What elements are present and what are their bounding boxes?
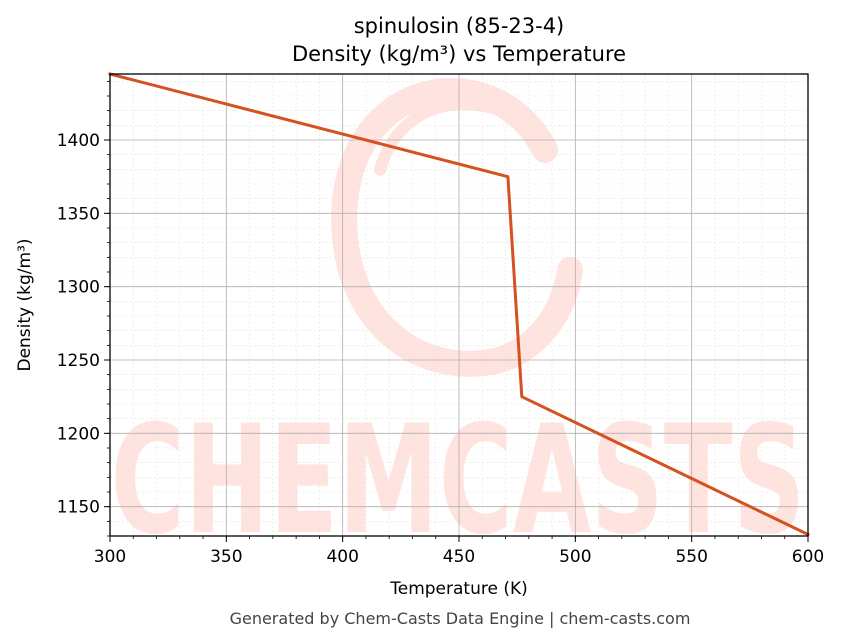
x-tick-label: 500 [559,547,591,567]
y-tick-labels: 1150 1200 1250 1300 1350 1400 [57,131,100,518]
x-tick-label: 450 [443,547,475,567]
y-tick-label: 1400 [57,131,100,151]
x-tick-labels: 300 350 400 450 500 550 600 [94,547,824,567]
y-tick-label: 1350 [57,204,100,224]
density-series-line [108,72,811,537]
footer-credit: Generated by Chem-Casts Data Engine | ch… [230,609,691,628]
x-tick-label: 300 [94,547,126,567]
x-axis-label: Temperature (K) [389,579,528,599]
y-tick-label: 1250 [57,351,100,371]
series-layer [108,72,811,537]
axis-ticks [104,80,809,542]
y-tick-label: 1300 [57,278,100,298]
y-axis-label: Density (kg/m³) [15,238,35,371]
x-tick-label: 600 [792,547,824,567]
chart-title-line1: spinulosin (85-23-4) [354,14,565,38]
y-tick-label: 1150 [57,498,100,518]
chart-title-line2: Density (kg/m³) vs Temperature [292,42,626,66]
x-tick-label: 550 [675,547,707,567]
watermark-text: CHEMCASTS [111,394,806,568]
y-tick-label: 1200 [57,424,100,444]
x-tick-label: 350 [210,547,242,567]
x-tick-label: 400 [326,547,358,567]
